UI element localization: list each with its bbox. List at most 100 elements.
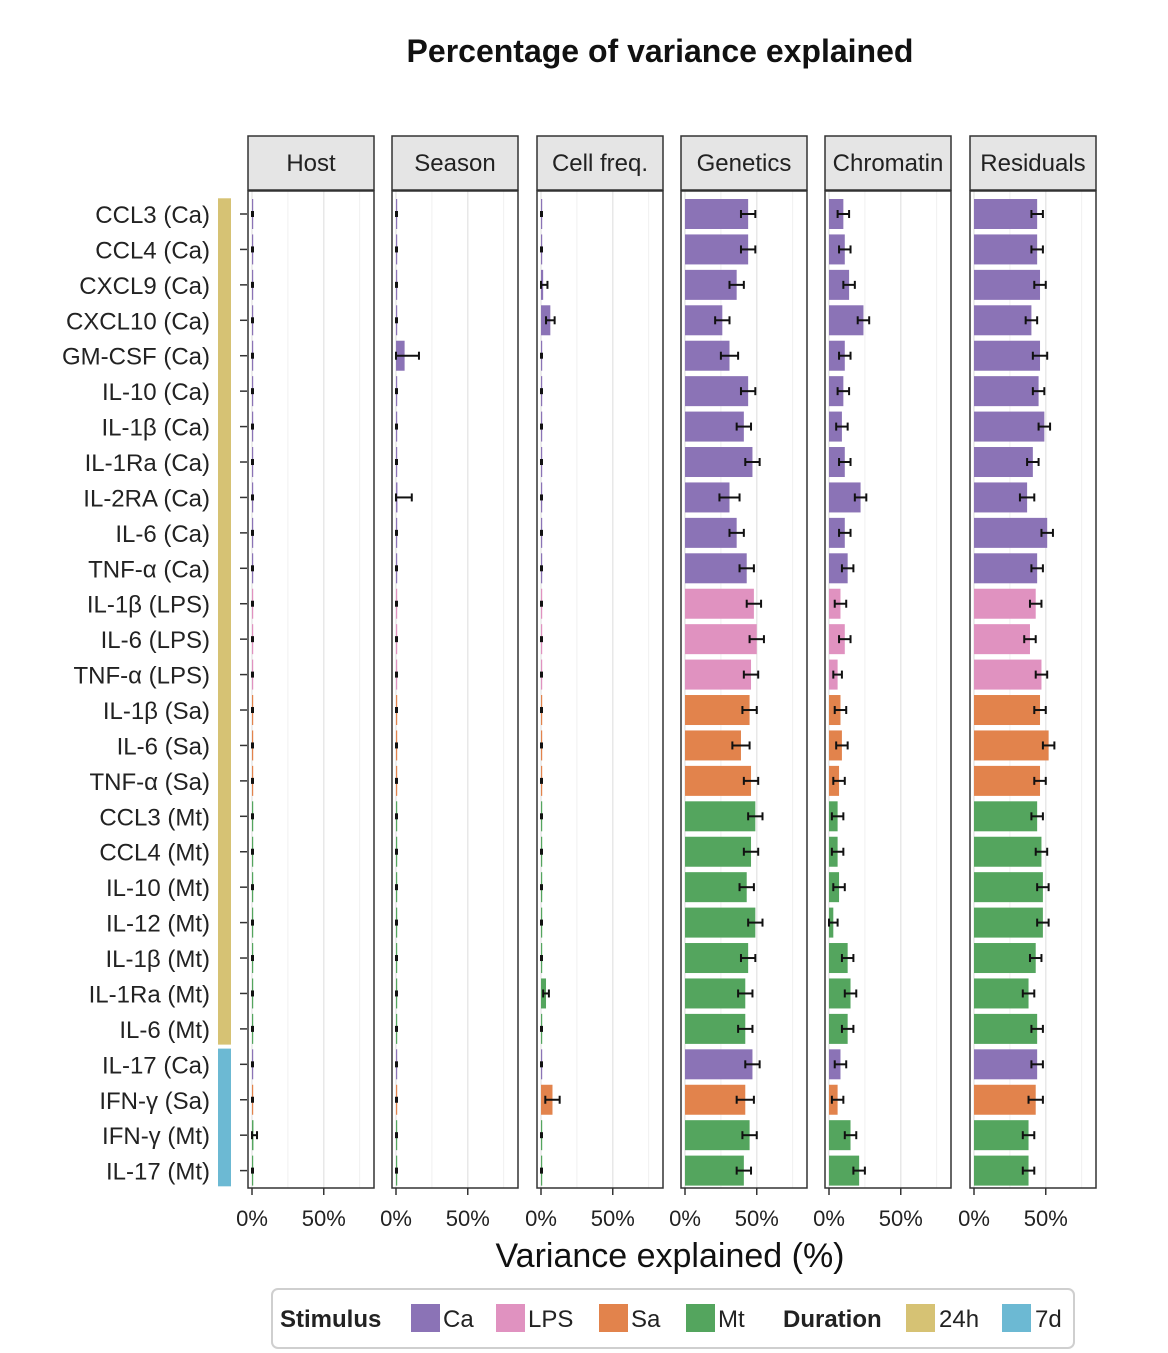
error-bar-host-ccl3-ca <box>251 211 254 217</box>
error-bar-cell-freq-ccl4-mt <box>540 848 543 855</box>
error-bar-host-ccl4-ca <box>251 246 254 253</box>
error-bar-cell-freq-ccl3-ca <box>540 211 543 217</box>
bar-genetics-il-10-mt <box>685 872 747 903</box>
error-bar-cell-freq-il-1-mt <box>540 955 543 962</box>
error-bar-host-il-17-mt <box>251 1167 254 1174</box>
error-bar-residuals-il-17-ca <box>1030 1060 1044 1069</box>
error-bar-host-cxcl9-ca <box>251 281 254 288</box>
error-bar-season-gm-csf-ca <box>395 351 420 360</box>
legend: Stimulus Ca LPS Sa Mt Duration 24h 7d <box>271 1288 1075 1349</box>
panel-border <box>824 190 952 1189</box>
error-bar-residuals-cxcl10-ca <box>1024 316 1039 325</box>
duration-band-24h <box>218 198 231 1045</box>
error-bar-genetics-il-17-ca <box>744 1060 761 1069</box>
bar-residuals-il-6-ca <box>974 517 1048 548</box>
error-bar-genetics-il-6-mt <box>737 1024 754 1033</box>
error-bar-chromatin-il-6-sa <box>835 741 849 750</box>
y-tick-label-il-6-mt: IL-6 (Mt) <box>119 1017 210 1044</box>
y-tick-label-tnf-lps: TNF-α (LPS) <box>73 663 210 690</box>
error-bar-cell-freq-il-10-ca <box>540 388 543 395</box>
bar-residuals-tnf-lps <box>974 659 1042 690</box>
y-tick-label-il-17-mt: IL-17 (Mt) <box>106 1159 210 1186</box>
y-tick-label-ccl4-mt: CCL4 (Mt) <box>99 840 210 867</box>
error-bar-residuals-gm-csf-ca <box>1031 351 1049 360</box>
error-bar-residuals-il-6-mt <box>1030 1024 1044 1033</box>
error-bar-residuals-ifn-sa <box>1027 1095 1044 1104</box>
error-bar-host-il-6-ca <box>251 529 254 536</box>
duration-annotation <box>218 198 231 1187</box>
y-tick-label-il-17-ca: IL-17 (Ca) <box>102 1052 210 1079</box>
error-bar-chromatin-ccl4-ca <box>838 245 852 254</box>
error-bar-season-il-1-sa <box>395 707 398 714</box>
bar-chromatin-il-1ra-mt <box>829 978 851 1009</box>
error-bar-season-ccl3-mt <box>395 813 398 820</box>
error-bar-residuals-tnf-lps <box>1034 670 1049 679</box>
error-bar-host-ifn-sa <box>251 1096 254 1103</box>
error-bar-chromatin-tnf-ca <box>840 564 855 573</box>
legend-label-lps: LPS <box>528 1306 573 1333</box>
panel-border <box>680 190 808 1189</box>
bar-genetics-tnf-sa <box>685 765 752 796</box>
bar-chromatin-il-10-ca <box>829 376 844 407</box>
error-bar-host-il-10-mt <box>251 884 254 891</box>
legend-label-ca: Ca <box>443 1306 474 1333</box>
legend-swatch-lps <box>496 1304 525 1332</box>
bar-residuals-ccl3-mt <box>974 801 1038 832</box>
error-bar-season-il-12-mt <box>395 919 398 926</box>
bar-residuals-il-1ra-mt <box>974 978 1029 1009</box>
bar-residuals-il-2ra-ca <box>974 482 1028 513</box>
y-tick-label-il-6-lps: IL-6 (LPS) <box>101 627 210 654</box>
facet-strip-genetics <box>680 135 808 191</box>
error-bar-genetics-tnf-sa <box>742 776 760 785</box>
bar-residuals-il-1-lps <box>974 588 1036 619</box>
error-bar-host-il-6-lps <box>251 636 254 643</box>
error-bar-genetics-il-17-mt <box>735 1166 753 1175</box>
panel-season: Season 0% 50% <box>380 135 519 1231</box>
x-tick-label: 0% <box>958 1206 990 1231</box>
error-bar-genetics-ifn-sa <box>735 1095 755 1104</box>
panel-chromatin: Chromatin 0% 50% <box>813 135 952 1231</box>
error-bar-chromatin-il-1-sa <box>833 706 848 715</box>
error-bar-genetics-ccl4-ca <box>739 245 757 254</box>
x-tick-label: 50% <box>446 1206 490 1231</box>
bar-genetics-il-6-lps <box>685 624 757 655</box>
bar-chromatin-il-1-mt <box>829 943 848 974</box>
legend-label-24h: 24h <box>939 1306 979 1333</box>
error-bar-residuals-il-1ra-ca <box>1026 458 1040 467</box>
y-tick-label-il-1ra-mt: IL-1Ra (Mt) <box>89 981 210 1008</box>
bar-chromatin-cxcl9-ca <box>829 269 850 300</box>
legend-swatch-24h <box>906 1304 935 1332</box>
facet-label-season: Season <box>414 150 495 177</box>
error-bar-residuals-ccl4-mt <box>1034 847 1049 856</box>
bar-chromatin-il-6-ca <box>829 517 845 548</box>
error-bar-genetics-ifn-mt <box>741 1131 758 1140</box>
facet-strip-residuals <box>969 135 1097 191</box>
error-bar-season-il-6-mt <box>395 1025 398 1032</box>
error-bar-genetics-il-1ra-mt <box>737 989 754 998</box>
error-bar-residuals-ccl3-ca <box>1030 210 1044 218</box>
error-bar-cell-freq-il-1ra-mt <box>542 989 550 998</box>
x-tick-label: 0% <box>380 1206 412 1231</box>
panel-background <box>248 191 374 1188</box>
error-bar-season-il-1ra-mt <box>395 990 398 997</box>
error-bar-residuals-ifn-mt <box>1021 1131 1036 1140</box>
y-tick-label-tnf-ca: TNF-α (Ca) <box>88 556 210 583</box>
error-bar-residuals-il-12-mt <box>1036 918 1050 927</box>
error-bar-host-tnf-ca <box>251 565 254 572</box>
error-bar-cell-freq-il-1ra-ca <box>540 459 543 466</box>
error-bar-cell-freq-cxcl10-ca <box>545 316 556 325</box>
bar-residuals-ccl4-ca <box>974 234 1038 265</box>
y-tick-label-il-1-sa: IL-1β (Sa) <box>103 698 210 725</box>
facet-strip-host <box>247 135 375 191</box>
error-bar-host-il-10-ca <box>251 388 254 395</box>
error-bar-host-cxcl10-ca <box>251 317 254 324</box>
error-bar-season-il-17-mt <box>395 1167 398 1174</box>
facet-strip-season <box>391 135 519 191</box>
error-bar-chromatin-il-1-lps <box>833 599 848 608</box>
error-bar-season-tnf-ca <box>395 565 398 572</box>
error-bar-season-cxcl9-ca <box>395 281 398 288</box>
bar-residuals-tnf-sa <box>974 765 1041 796</box>
error-bar-season-cxcl10-ca <box>395 317 398 324</box>
y-axis: CCL3 (Ca) CCL4 (Ca) CXCL9 (Ca) CXCL10 (Ca) G… <box>62 202 247 1186</box>
